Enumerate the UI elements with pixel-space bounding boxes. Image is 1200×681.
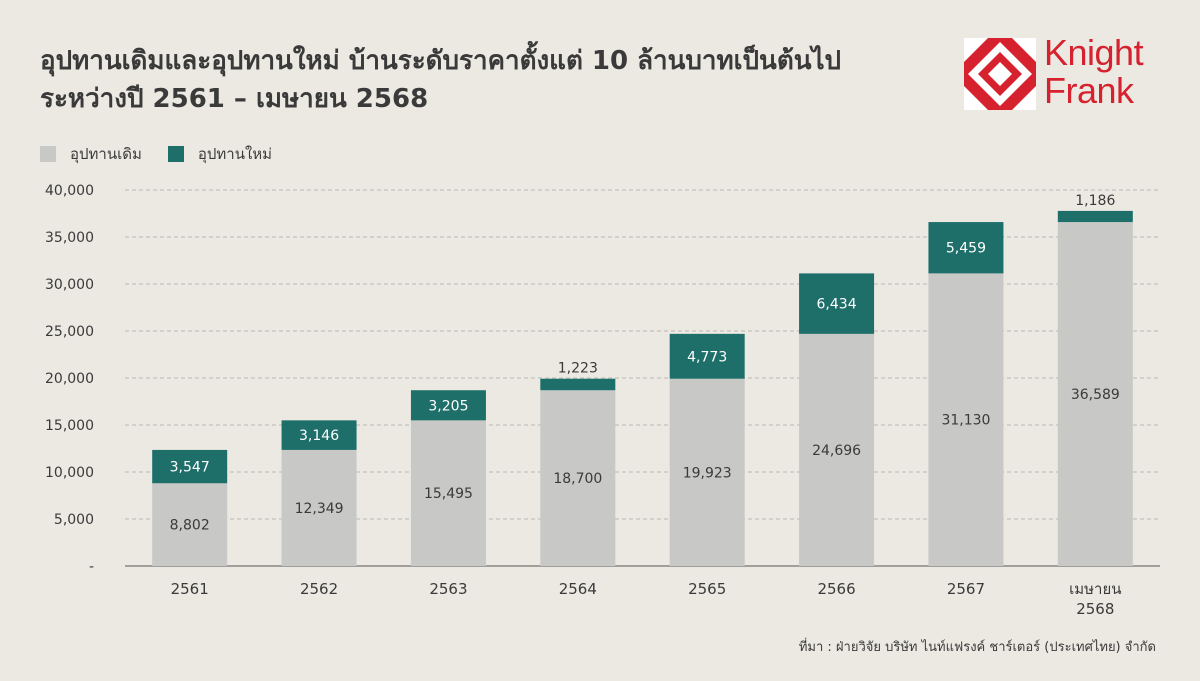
y-tick-label: 40,000 — [45, 183, 94, 199]
logo-word-frank: Frank — [1044, 70, 1134, 111]
title-line-1: อุปทานเดิมและอุปทานใหม่ บ้านระดับราคาตั้… — [40, 46, 842, 76]
legend-item-old: อุปทานเดิม — [40, 142, 142, 166]
data-label: 6,434 — [817, 297, 857, 313]
legend-swatch-old — [40, 146, 56, 162]
bar-new-supply — [1057, 210, 1133, 223]
title-line-2: ระหว่างปี 2561 – เมษายน 2568 — [40, 84, 429, 114]
data-label: 31,130 — [941, 413, 990, 429]
source-note: ที่มา : ฝ่ายวิจัย บริษัท ไนท์แฟรงค์ ชาร์… — [798, 640, 1156, 655]
bar-old-supply — [540, 390, 616, 566]
x-tick-label: 2562 — [300, 580, 338, 598]
data-label: 36,589 — [1071, 387, 1120, 403]
x-tick-label: 2565 — [688, 580, 726, 598]
bar-old-supply — [152, 483, 228, 566]
y-tick-label: - — [89, 559, 94, 575]
bar-old-supply — [928, 273, 1004, 566]
bar-new-supply — [540, 378, 616, 391]
y-tick-label: 35,000 — [45, 230, 94, 246]
bar-old-supply — [1057, 222, 1133, 566]
data-label: 15,495 — [424, 486, 473, 502]
data-label: 5,459 — [946, 241, 986, 257]
y-tick-label: 10,000 — [45, 465, 94, 481]
data-label: 3,146 — [299, 428, 339, 444]
logo-word-knight: Knight — [1044, 32, 1144, 73]
x-tick-label: 2568 — [1076, 600, 1114, 618]
x-tick-label: เมษายน — [1069, 580, 1121, 598]
data-label: 8,802 — [170, 518, 210, 534]
data-label: 3,205 — [428, 398, 468, 414]
data-label: 19,923 — [683, 465, 732, 481]
x-tick-label: 2563 — [429, 580, 467, 598]
data-label: 1,223 — [558, 361, 598, 377]
bar-old-supply — [799, 333, 875, 566]
bar-new-supply — [669, 333, 745, 379]
x-tick-label: 2567 — [947, 580, 985, 598]
data-label: 18,700 — [553, 471, 602, 487]
knight-frank-logo: Knight Frank — [964, 34, 1164, 110]
data-label: 4,773 — [687, 349, 727, 365]
legend-label-new: อุปทานใหม่ — [197, 145, 273, 163]
bar-new-supply — [928, 222, 1004, 274]
bar-new-supply — [799, 273, 875, 334]
x-tick-label: 2566 — [817, 580, 855, 598]
chart-title: อุปทานเดิมและอุปทานใหม่ บ้านระดับราคาตั้… — [40, 42, 940, 118]
logo-text: Knight Frank — [1044, 32, 1144, 111]
x-tick-label: 2561 — [171, 580, 209, 598]
data-label: 24,696 — [812, 443, 861, 459]
y-tick-label: 20,000 — [45, 371, 94, 387]
legend-swatch-new — [167, 146, 184, 162]
bar-old-supply — [669, 378, 745, 566]
bar-old-supply — [410, 420, 486, 566]
y-tick-label: 5,000 — [54, 512, 94, 528]
legend-item-new: อุปทานใหม่ — [167, 142, 273, 166]
y-tick-label: 15,000 — [45, 418, 94, 434]
logo-mark-icon — [964, 38, 1036, 110]
x-tick-label: 2564 — [559, 580, 597, 598]
y-tick-label: 30,000 — [45, 277, 94, 293]
legend-label-old: อุปทานเดิม — [70, 145, 142, 163]
bar-new-supply — [152, 449, 228, 484]
data-label: 3,547 — [170, 460, 210, 476]
y-tick-label: 25,000 — [45, 324, 94, 340]
bar-new-supply — [410, 390, 486, 421]
data-label: 12,349 — [295, 501, 344, 517]
legend: อุปทานเดิม อุปทานใหม่ — [40, 142, 298, 166]
bar-new-supply — [281, 420, 357, 450]
data-label: 1,186 — [1075, 193, 1115, 209]
bar-old-supply — [281, 449, 357, 566]
